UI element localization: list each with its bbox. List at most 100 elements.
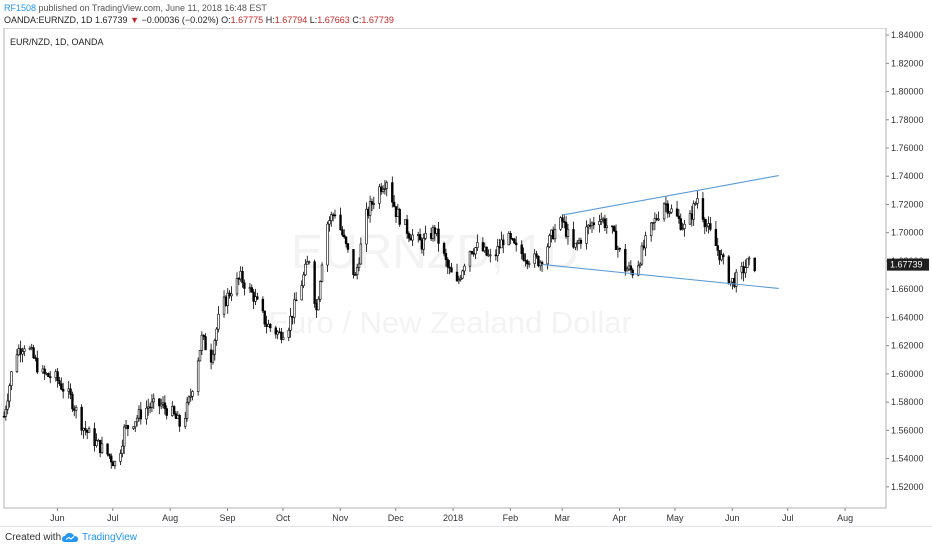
candle — [398, 207, 401, 227]
candle — [333, 209, 337, 219]
candle — [15, 349, 19, 373]
candle — [559, 216, 562, 231]
candle — [383, 180, 387, 195]
tradingview-cloud-icon[interactable] — [61, 531, 79, 544]
candle — [444, 248, 448, 267]
x-tick-label: Jul — [782, 513, 794, 523]
candle — [58, 376, 61, 386]
candle — [71, 391, 74, 412]
candle — [474, 246, 477, 260]
candle — [106, 443, 109, 457]
low-value: 1.67663 — [317, 15, 350, 25]
candle — [631, 267, 634, 279]
candle — [135, 414, 139, 427]
candle — [330, 211, 333, 227]
x-tick-label: 2018 — [443, 513, 463, 523]
candle — [614, 224, 618, 250]
y-tick-label: 1.84000 — [891, 30, 924, 40]
candle — [84, 420, 87, 436]
x-tick-label: Oct — [276, 513, 291, 523]
candle — [576, 239, 579, 251]
candle — [535, 250, 538, 259]
footer-divider — [0, 526, 932, 527]
candle — [424, 225, 427, 241]
candle — [566, 224, 570, 245]
candle — [344, 236, 348, 248]
candle — [662, 202, 666, 222]
candle — [468, 250, 472, 272]
watermark-name: Euro / New Zealand Dollar — [268, 305, 632, 340]
candle — [172, 405, 176, 416]
candle — [585, 220, 588, 250]
candle — [705, 219, 708, 232]
candle — [533, 249, 536, 268]
candle — [198, 350, 202, 362]
candle — [709, 217, 712, 232]
change-value: −0.00036 (−0.02%) — [141, 15, 219, 25]
trendlines-layer[interactable] — [542, 174, 779, 290]
candle — [670, 204, 673, 214]
candle — [61, 382, 65, 399]
candle — [6, 393, 9, 415]
candle — [624, 244, 627, 276]
candle — [352, 249, 355, 279]
y-tick-label: 1.80000 — [891, 87, 924, 97]
candle — [204, 333, 207, 351]
upper-trendline[interactable] — [562, 174, 779, 216]
candle — [378, 183, 381, 209]
candle — [753, 257, 756, 273]
price-chart[interactable]: EURNZD, 1D Euro / New Zealand Dollar EUR… — [0, 28, 932, 526]
candle — [8, 383, 11, 408]
candle — [110, 453, 113, 469]
candle — [668, 210, 671, 218]
candle — [625, 266, 629, 272]
candle — [598, 214, 601, 233]
candle — [263, 310, 266, 328]
candle — [47, 372, 50, 378]
candle — [163, 395, 167, 415]
candle — [250, 284, 253, 293]
candle — [196, 357, 200, 396]
last-price: 1.67739 — [95, 15, 128, 25]
candle — [476, 234, 479, 252]
candle — [36, 350, 39, 375]
candle — [339, 207, 342, 231]
candle — [368, 195, 372, 223]
y-tick-label: 1.70000 — [891, 228, 924, 238]
candle — [287, 327, 290, 342]
candle — [496, 238, 499, 262]
candle — [211, 349, 215, 365]
candle — [540, 260, 544, 272]
candle — [93, 422, 96, 452]
candle — [675, 200, 679, 217]
lower-trendline[interactable] — [542, 263, 779, 290]
candle — [381, 184, 385, 194]
publisher-link[interactable]: RF1508 — [4, 3, 37, 13]
candle — [651, 221, 655, 231]
x-tick-label: Feb — [503, 513, 519, 523]
x-tick-label: Nov — [332, 513, 349, 523]
candle — [320, 262, 324, 283]
y-tick-label: 1.60000 — [891, 369, 924, 379]
candle — [392, 195, 396, 208]
candle — [256, 292, 259, 300]
candle — [152, 393, 155, 409]
candle — [744, 259, 747, 278]
candle — [365, 202, 368, 252]
candle — [189, 388, 192, 402]
plot-area[interactable] — [3, 28, 887, 509]
x-tick-label: Jun — [50, 513, 65, 523]
tradingview-brand-link[interactable]: TradingView — [82, 532, 138, 543]
x-tick-label: Dec — [388, 513, 405, 523]
symbol-label: OANDA:EURNZD, 1D — [4, 15, 93, 25]
open-value: 1.67775 — [230, 15, 264, 25]
y-tick-label: 1.52000 — [891, 482, 924, 492]
y-tick-label: 1.72000 — [891, 199, 924, 209]
time-axis[interactable]: Jun Jul Aug Sep Oct Nov Dec 2018 Feb Mar Apr May Jun… — [50, 508, 853, 523]
candle — [95, 433, 98, 448]
candle — [514, 236, 518, 252]
y-tick-label: 1.56000 — [891, 425, 924, 435]
candle — [638, 262, 642, 269]
price-axis[interactable]: 1.84000 1.82000 1.80000 1.78000 1.76000 1.740… — [886, 30, 924, 492]
candle — [649, 221, 653, 242]
